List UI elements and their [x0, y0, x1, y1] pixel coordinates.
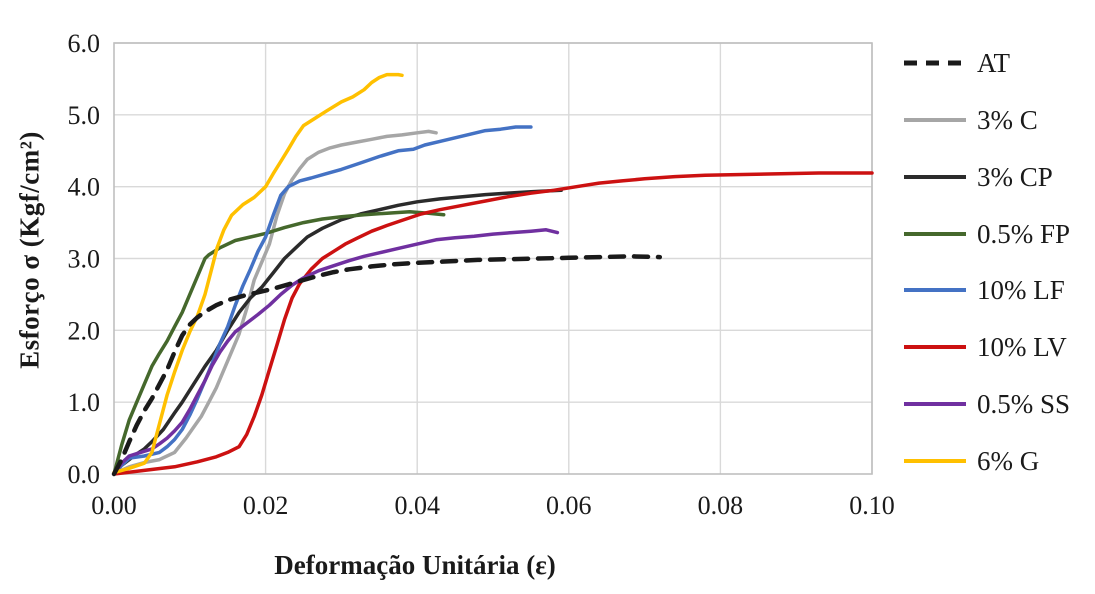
- series-line-3c: [112, 129, 438, 476]
- y-tick-label: 0.0: [68, 460, 101, 489]
- y-tick-label: 2.0: [68, 316, 101, 345]
- x-tick-label: 0.08: [698, 491, 744, 520]
- series-line-05fp: [112, 210, 446, 476]
- x-tick-label: 0.04: [394, 491, 440, 520]
- x-tick-label: 0.10: [849, 491, 895, 520]
- series-line-05ss: [112, 228, 560, 476]
- y-tick-label: 1.0: [68, 388, 101, 417]
- series-line-at: [111, 254, 663, 477]
- x-tick-label: 0.06: [546, 491, 592, 520]
- series-line-6g: [112, 72, 404, 475]
- series-line-10lf: [112, 125, 533, 476]
- plot-border: [113, 42, 873, 475]
- x-tick-label: 0.02: [243, 491, 289, 520]
- y-tick-label: 4.0: [68, 173, 101, 202]
- y-axis-title: Esforço σ (Kgf/cm²): [14, 131, 45, 369]
- series-line-10lv: [112, 171, 874, 476]
- y-tick-label: 5.0: [68, 101, 101, 130]
- y-tick-label: 3.0: [68, 245, 101, 274]
- x-axis-title: Deformação Unitária (ε): [274, 550, 556, 580]
- x-tick-label: 0.00: [91, 491, 137, 520]
- tick-labels: 0.00 0.02 0.04 0.06 0.08 0.10 0.0 1.0 2.0 3.0 4.0 5…: [68, 29, 895, 520]
- y-tick-label: 6.0: [68, 29, 101, 58]
